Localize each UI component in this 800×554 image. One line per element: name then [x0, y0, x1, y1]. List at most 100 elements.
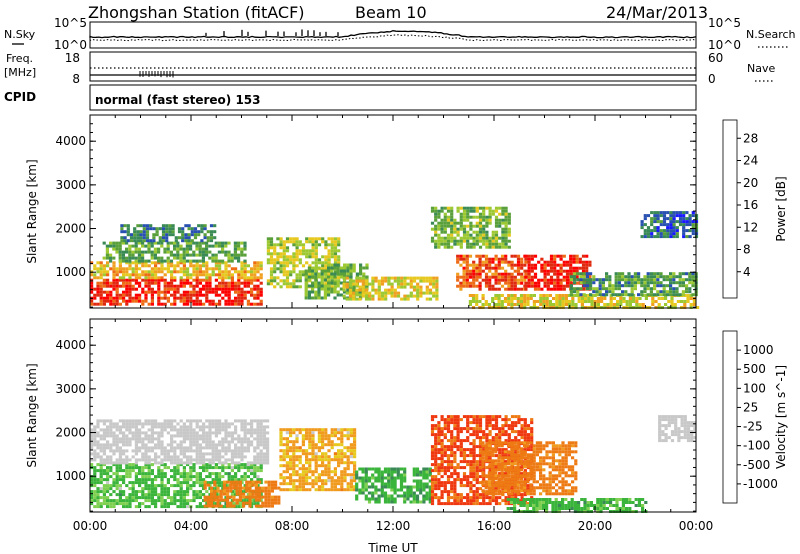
- heatmap-cell: [155, 230, 159, 234]
- heatmap-cell: [575, 281, 579, 285]
- heatmap-cell: [403, 500, 407, 504]
- heatmap-cell: [238, 489, 242, 493]
- heatmap-cell: [653, 217, 657, 221]
- heatmap-cell: [134, 259, 138, 263]
- heatmap-cell: [468, 254, 473, 258]
- heatmap-cell: [144, 284, 148, 288]
- heatmap-cell: [250, 270, 254, 274]
- heatmap-cell: [112, 443, 116, 447]
- heatmap-cell: [472, 281, 476, 285]
- heatmap-cell: [415, 494, 420, 498]
- heatmap-cell: [564, 300, 568, 303]
- heatmap-cell: [355, 482, 359, 486]
- heatmap-cell: [118, 293, 122, 297]
- heatmap-cell: [349, 479, 353, 483]
- heatmap-cell: [179, 472, 183, 476]
- heatmap-cell: [415, 473, 420, 477]
- heatmap-cell: [565, 269, 570, 273]
- heatmap-cell: [466, 236, 470, 240]
- heatmap-cell: [646, 281, 650, 285]
- heatmap-cell: [651, 303, 655, 306]
- heatmap-cell: [221, 466, 225, 470]
- heatmap-cell: [128, 502, 132, 506]
- heatmap-cell: [308, 255, 312, 259]
- heatmap-cell: [472, 230, 476, 234]
- heatmap-cell: [504, 269, 508, 273]
- heatmap-cell: [321, 237, 325, 241]
- heatmap-cell: [295, 252, 299, 256]
- heatmap-cell: [488, 209, 492, 213]
- heatmap-cell: [565, 281, 570, 285]
- heatmap-cell: [548, 303, 552, 306]
- heatmap-cell: [123, 236, 127, 240]
- beam-label: Beam 10: [355, 3, 427, 22]
- heatmap-cell: [240, 458, 244, 462]
- heatmap-cell: [330, 428, 334, 432]
- heatmap-cell: [246, 276, 250, 280]
- heatmap-cell: [230, 431, 234, 435]
- heatmap-cell: [446, 206, 451, 210]
- heatmap-cell: [337, 476, 341, 480]
- heatmap-cell: [238, 495, 242, 499]
- heatmap-cell: [630, 287, 634, 291]
- heatmap-cell: [475, 278, 479, 282]
- heatmap-cell: [307, 290, 311, 294]
- heatmap-cell: [349, 452, 353, 456]
- heatmap-cell: [182, 290, 186, 294]
- heatmap-cell: [462, 227, 467, 231]
- heatmap-cell: [157, 247, 161, 251]
- heatmap-cell: [144, 290, 148, 294]
- heatmap-cell: [246, 299, 250, 303]
- heatmap-cell: [242, 492, 246, 496]
- heatmap-cell: [262, 461, 266, 465]
- heatmap-cell: [529, 294, 533, 297]
- heatmap-cell: [134, 481, 138, 485]
- heatmap-cell: [182, 259, 186, 263]
- heatmap-cell: [198, 443, 202, 447]
- heatmap-cell: [157, 440, 161, 444]
- heatmap-cell: [131, 267, 135, 271]
- heatmap-cell: [240, 299, 244, 303]
- heatmap-cell: [141, 253, 145, 257]
- heatmap-cell: [112, 478, 116, 482]
- heatmap-cell: [227, 241, 231, 245]
- heatmap-cell: [176, 256, 180, 260]
- heatmap-cell: [122, 481, 126, 485]
- heatmap-cell: [243, 276, 247, 280]
- heatmap-cell: [128, 425, 132, 429]
- heatmap-cell: [361, 291, 365, 295]
- heatmap-cell: [640, 290, 644, 294]
- heatmap-cell: [102, 422, 106, 426]
- heatmap-cell: [301, 243, 306, 247]
- heatmap-cell: [211, 455, 215, 459]
- heatmap-cell: [253, 502, 257, 506]
- heatmap-cell: [227, 302, 231, 306]
- colorbar-tick-label: 24: [743, 154, 758, 168]
- heatmap-cell: [261, 486, 265, 490]
- heatmap-cell: [691, 229, 695, 233]
- heatmap-cell: [422, 497, 426, 501]
- heatmap-cell: [552, 297, 556, 300]
- heatmap-cell: [669, 278, 673, 282]
- heatmap-cell: [267, 489, 271, 493]
- heatmap-cell: [195, 264, 199, 268]
- heatmap-cell: [462, 260, 466, 264]
- heatmap-cell: [186, 281, 190, 285]
- heatmap-cell: [510, 287, 514, 291]
- heatmap-cell: [301, 428, 305, 432]
- heatmap-cell: [134, 425, 138, 429]
- heatmap-cell: [166, 487, 170, 491]
- heatmap-cell: [230, 440, 234, 444]
- heatmap-cell: [440, 227, 444, 231]
- heatmap-cell: [224, 267, 228, 271]
- heatmap-cell: [269, 252, 274, 256]
- heatmap-cell: [484, 278, 489, 282]
- heatmap-cell: [543, 281, 547, 285]
- heatmap-cell: [282, 246, 286, 250]
- heatmap-cell: [546, 278, 550, 282]
- heatmap-cell: [415, 488, 420, 492]
- heatmap-cell: [141, 259, 145, 263]
- heatmap-cell: [330, 237, 334, 241]
- heatmap-cell: [289, 455, 293, 459]
- heatmap-cell: [627, 275, 631, 279]
